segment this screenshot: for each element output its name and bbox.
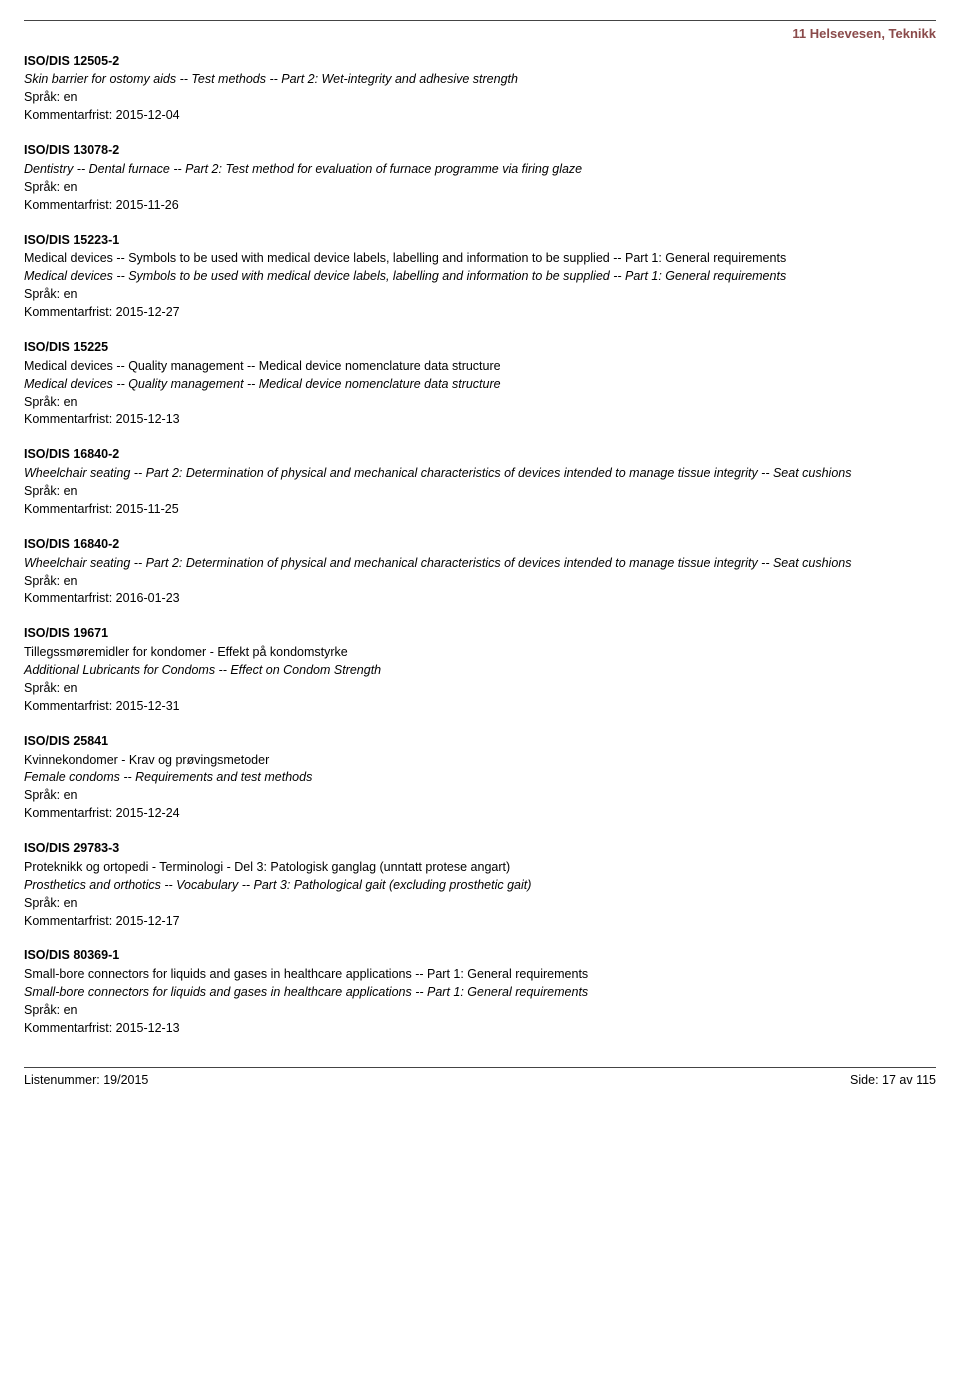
entry-deadline: Kommentarfrist: 2015-12-04 <box>24 107 936 124</box>
entry-code: ISO/DIS 16840-2 <box>24 446 936 463</box>
standard-entry: ISO/DIS 16840-2 Wheelchair seating -- Par… <box>24 536 936 608</box>
entry-title-no: Small-bore connectors for liquids and ga… <box>24 966 936 983</box>
entry-title-en: Skin barrier for ostomy aids -- Test met… <box>24 71 936 88</box>
entry-language: Språk: en <box>24 895 936 912</box>
footer: Listenummer: 19/2015 Side: 17 av 115 <box>24 1067 936 1089</box>
section-heading: 11 Helsevesen, Teknikk <box>24 25 936 43</box>
entry-title-en: Small-bore connectors for liquids and ga… <box>24 984 936 1001</box>
top-rule <box>24 20 936 21</box>
standard-entry: ISO/DIS 13078-2 Dentistry -- Dental furna… <box>24 142 936 214</box>
entry-deadline: Kommentarfrist: 2015-12-24 <box>24 805 936 822</box>
standard-entry: ISO/DIS 80369-1 Small-bore connectors for… <box>24 947 936 1036</box>
standard-entry: ISO/DIS 12505-2Skin barrier for ostomy a… <box>24 53 936 125</box>
entry-title-en: Medical devices -- Symbols to be used wi… <box>24 268 936 285</box>
standard-entry: ISO/DIS 15223-1Medical devices -- Symbol… <box>24 232 936 321</box>
standard-entry: ISO/DIS 19671 Tillegssmøremidler for kond… <box>24 625 936 714</box>
entry-language: Språk: en <box>24 680 936 697</box>
entry-language: Språk: en <box>24 394 936 411</box>
entry-title-no: Medical devices -- Symbols to be used wi… <box>24 250 936 267</box>
entry-language: Språk: en <box>24 787 936 804</box>
entry-code: ISO/DIS 19671 <box>24 625 936 642</box>
entry-deadline: Kommentarfrist: 2015-12-27 <box>24 304 936 321</box>
entry-language: Språk: en <box>24 286 936 303</box>
entry-language: Språk: en <box>24 89 936 106</box>
entry-deadline: Kommentarfrist: 2015-12-31 <box>24 698 936 715</box>
entry-code: ISO/DIS 16840-2 <box>24 536 936 553</box>
entry-language: Språk: en <box>24 179 936 196</box>
standard-entry: ISO/DIS 25841 Kvinnekondomer - Krav og pr… <box>24 733 936 822</box>
entry-deadline: Kommentarfrist: 2015-11-26 <box>24 197 936 214</box>
entry-language: Språk: en <box>24 483 936 500</box>
entry-title-en: Wheelchair seating -- Part 2: Determinat… <box>24 465 936 482</box>
entry-deadline: Kommentarfrist: 2015-11-25 <box>24 501 936 518</box>
entry-language: Språk: en <box>24 1002 936 1019</box>
entry-title-en: Wheelchair seating -- Part 2: Determinat… <box>24 555 936 572</box>
entries-list: ISO/DIS 12505-2Skin barrier for ostomy a… <box>24 53 936 1037</box>
entry-code: ISO/DIS 15225 <box>24 339 936 356</box>
standard-entry: ISO/DIS 16840-2 Wheelchair seating -- Par… <box>24 446 936 518</box>
standard-entry: ISO/DIS 29783-3 Proteknikk og ortopedi - … <box>24 840 936 929</box>
entry-title-no: Medical devices -- Quality management --… <box>24 358 936 375</box>
entry-title-en: Dentistry -- Dental furnace -- Part 2: T… <box>24 161 936 178</box>
entry-code: ISO/DIS 25841 <box>24 733 936 750</box>
entry-title-no: Proteknikk og ortopedi - Terminologi - D… <box>24 859 936 876</box>
entry-language: Språk: en <box>24 573 936 590</box>
entry-deadline: Kommentarfrist: 2016-01-23 <box>24 590 936 607</box>
entry-deadline: Kommentarfrist: 2015-12-17 <box>24 913 936 930</box>
entry-code: ISO/DIS 13078-2 <box>24 142 936 159</box>
entry-title-en: Prosthetics and orthotics -- Vocabulary … <box>24 877 936 894</box>
entry-title-en: Additional Lubricants for Condoms -- Eff… <box>24 662 936 679</box>
entry-code: ISO/DIS 12505-2 <box>24 53 936 70</box>
entry-title-no: Tillegssmøremidler for kondomer - Effekt… <box>24 644 936 661</box>
entry-deadline: Kommentarfrist: 2015-12-13 <box>24 411 936 428</box>
footer-right: Side: 17 av 115 <box>850 1072 936 1089</box>
standard-entry: ISO/DIS 15225 Medical devices -- Quality … <box>24 339 936 428</box>
entry-deadline: Kommentarfrist: 2015-12-13 <box>24 1020 936 1037</box>
entry-title-en: Female condoms -- Requirements and test … <box>24 769 936 786</box>
footer-left: Listenummer: 19/2015 <box>24 1072 148 1089</box>
entry-code: ISO/DIS 80369-1 <box>24 947 936 964</box>
entry-title-no: Kvinnekondomer - Krav og prøvingsmetoder <box>24 752 936 769</box>
entry-code: ISO/DIS 15223-1 <box>24 232 936 249</box>
entry-title-en: Medical devices -- Quality management --… <box>24 376 936 393</box>
entry-code: ISO/DIS 29783-3 <box>24 840 936 857</box>
